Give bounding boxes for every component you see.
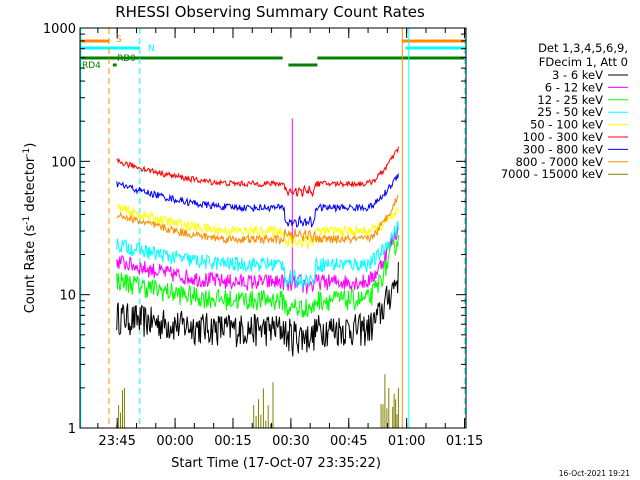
series-line: [116, 235, 399, 318]
series-line: [116, 374, 399, 429]
x-tick-label: 00:30: [272, 434, 309, 449]
y-axis-label-part: -1: [22, 148, 32, 157]
legend-entry-label: 800 - 7000 keV: [515, 155, 603, 169]
x-axis-label: Start Time (17-Oct-07 23:35:22): [171, 456, 381, 471]
x-tick-label: 00:00: [156, 434, 193, 449]
flag-label: S: [116, 35, 122, 45]
vertical-markers: [80, 28, 466, 428]
y-axis: 1 10 100 1000: [43, 22, 466, 437]
y-axis-label-part: ): [23, 143, 38, 148]
legend-header-line: Det 1,3,4,5,6,9,: [538, 41, 628, 55]
series-line: [116, 220, 399, 290]
y-tick-label: 1000: [43, 22, 76, 37]
y-axis-label-part: Count Rate (s: [23, 225, 38, 314]
y-axis-label: Count Rate (s-1 detector-1): [22, 143, 38, 314]
flag-label: RD4: [82, 61, 101, 71]
legend-entry-label: 300 - 800 keV: [523, 142, 603, 156]
legend-entry-label: 12 - 25 keV: [537, 93, 603, 107]
x-axis: 23:45 00:00 00:15 00:30 00:45 01:00 01:15: [97, 28, 483, 449]
legend-entry-label: 7000 - 15000 keV: [501, 167, 603, 181]
legend: Det 1,3,4,5,6,9, FDecim 1, Att 0 3 - 6 k…: [501, 41, 628, 181]
legend-entry-label: 50 - 100 keV: [530, 118, 603, 132]
plot-frame: [79, 27, 467, 429]
legend-entry-label: 25 - 50 keV: [537, 105, 603, 119]
series-line: [116, 203, 399, 250]
x-tick-label: 01:15: [446, 434, 483, 449]
x-tick-label: 01:00: [388, 434, 425, 449]
legend-entry-label: 3 - 6 keV: [552, 68, 603, 82]
y-tick-label: 10: [59, 289, 76, 304]
y-axis-label-part: detector: [23, 156, 38, 216]
series-line: [116, 262, 399, 357]
flag-label: N: [148, 44, 155, 54]
generated-timestamp: 16-Oct-2021 19:21: [559, 469, 630, 478]
x-tick-label: 00:45: [330, 434, 367, 449]
y-tick-label: 1: [68, 422, 76, 437]
x-tick-label: 00:15: [214, 434, 251, 449]
flag-label: RD0: [117, 54, 136, 64]
series-line: [116, 173, 399, 228]
x-tick-label: 23:45: [98, 434, 135, 449]
flag-bars: S N RD0 RD4: [80, 35, 466, 71]
y-axis-label-part: -1: [22, 216, 32, 225]
chart-title: RHESSI Observing Summary Count Rates: [115, 3, 425, 21]
legend-entry-label: 100 - 300 keV: [523, 130, 603, 144]
series-layer: [116, 118, 399, 429]
legend-entry-label: 6 - 12 keV: [545, 80, 603, 94]
y-tick-label: 100: [51, 155, 76, 170]
series-line: [116, 194, 399, 246]
legend-header-line: FDecim 1, Att 0: [539, 55, 628, 69]
series-line: [116, 146, 399, 197]
